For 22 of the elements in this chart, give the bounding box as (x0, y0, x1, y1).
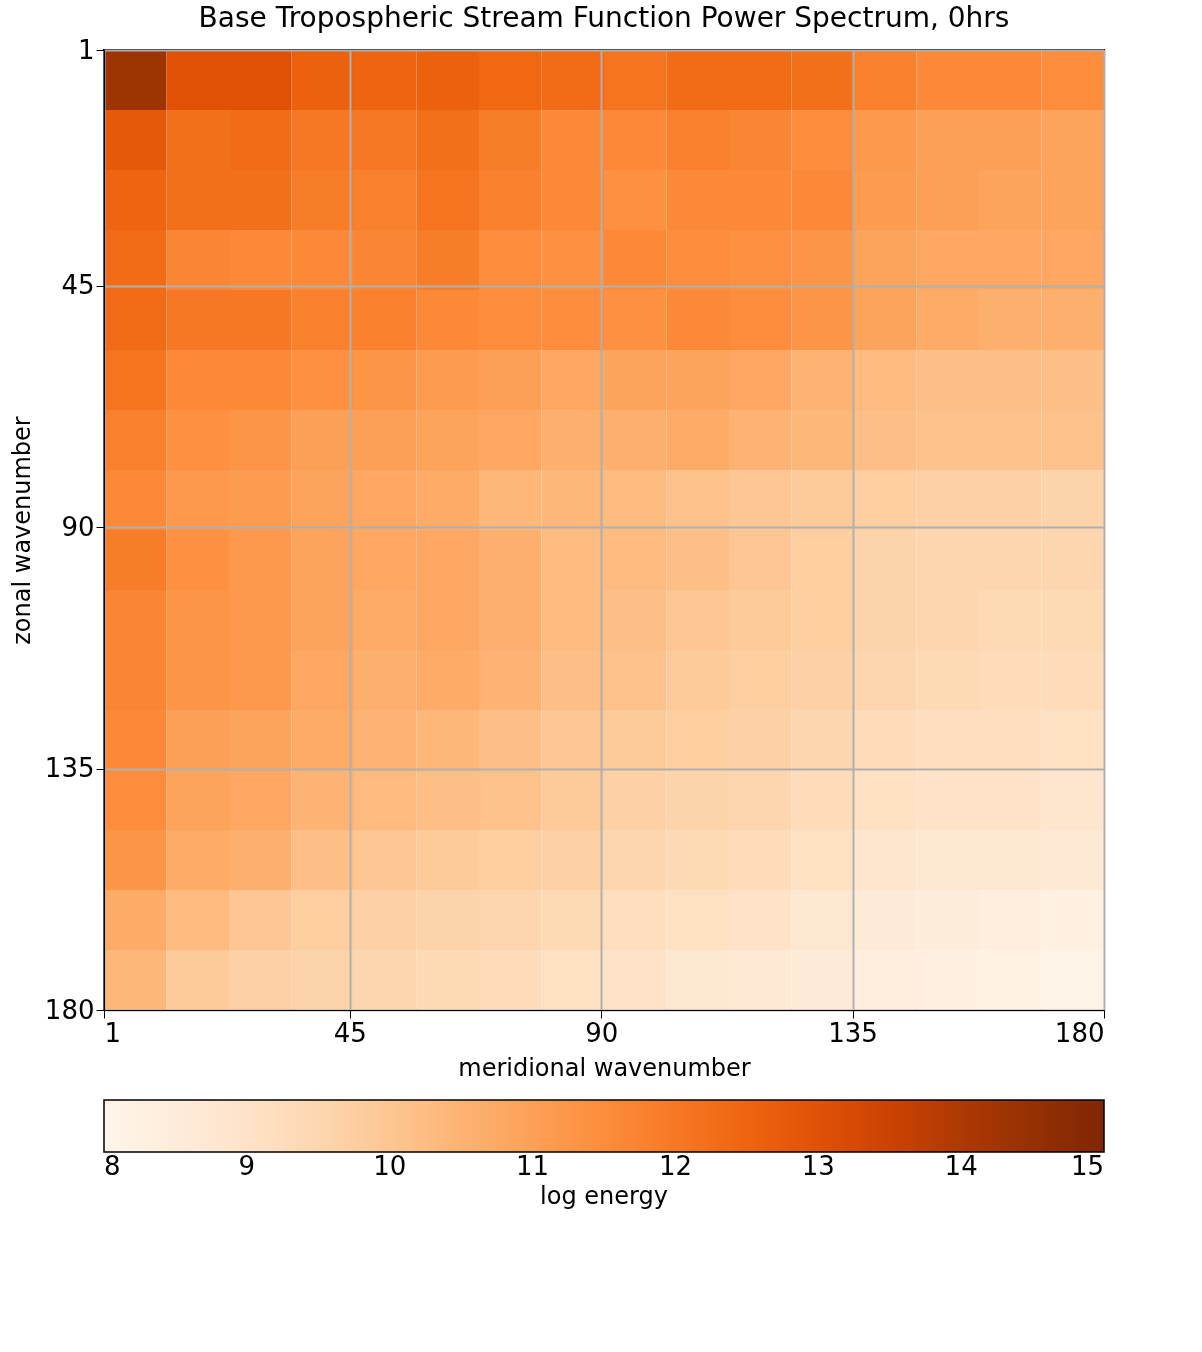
y-tick-label: 1 (77, 34, 95, 65)
y-tick-label: 45 (61, 270, 95, 301)
color-bar-label: 11 (516, 1151, 550, 1181)
y-tick-label: 90 (61, 511, 95, 542)
x-axis-title: meridional wavenumber (458, 1053, 751, 1082)
color-bar-label: 8 (104, 1151, 121, 1181)
color-bar-label: 14 (944, 1151, 978, 1181)
x-tick-label: 180 (1054, 1017, 1105, 1048)
color-bar-label: 13 (801, 1151, 835, 1181)
y-axis-title: zonal wavenumber (7, 416, 36, 645)
y-tick-label: 135 (44, 753, 95, 784)
chart-title: Base Tropospheric Stream Function Power Spectrum, 0hrs (198, 1, 1010, 34)
color-bar-label: 10 (373, 1151, 407, 1181)
color-bar-label: 15 (1070, 1151, 1104, 1181)
x-tick-label: 45 (333, 1017, 367, 1048)
x-tick-label: 135 (828, 1017, 878, 1048)
color-bar-label: 9 (238, 1151, 256, 1181)
y-tick-label: 180 (44, 994, 95, 1025)
color-bar-label: 12 (658, 1151, 692, 1181)
x-tick-label: 1 (104, 1017, 122, 1048)
color-bar-title: log energy (540, 1182, 668, 1210)
x-tick-label: 90 (585, 1017, 619, 1048)
